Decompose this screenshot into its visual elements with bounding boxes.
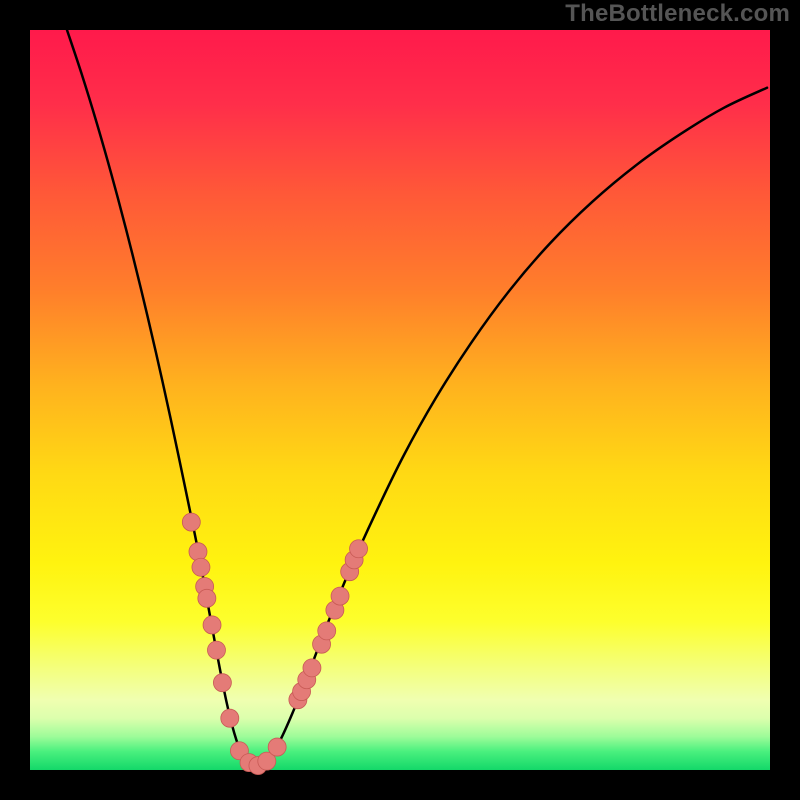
marker-left xyxy=(213,674,231,692)
watermark-text: TheBottleneck.com xyxy=(565,0,790,28)
marker-right xyxy=(331,587,349,605)
chart-stage: TheBottleneck.com xyxy=(0,0,800,800)
marker-right xyxy=(303,659,321,677)
marker-left xyxy=(221,709,239,727)
chart-svg xyxy=(0,0,800,800)
marker-left xyxy=(192,558,210,576)
marker-left xyxy=(182,513,200,531)
marker-right xyxy=(350,540,368,558)
marker-floor xyxy=(268,738,286,756)
gradient-background xyxy=(30,30,770,770)
marker-left xyxy=(198,589,216,607)
marker-left xyxy=(207,641,225,659)
marker-right xyxy=(318,622,336,640)
marker-left xyxy=(203,616,221,634)
marker-left xyxy=(189,543,207,561)
